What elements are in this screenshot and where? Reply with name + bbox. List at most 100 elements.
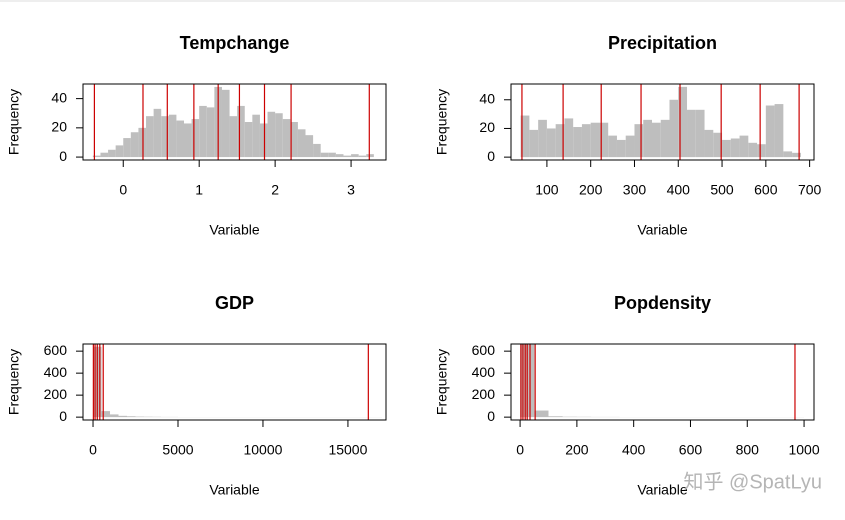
bar xyxy=(229,116,238,158)
watermark: 知乎 @SpatLyu xyxy=(683,470,822,493)
bar xyxy=(138,127,147,158)
bar xyxy=(343,155,352,158)
bar xyxy=(305,135,314,158)
bar xyxy=(774,104,784,158)
x-tick-label: 3 xyxy=(347,182,355,198)
y-tick-label: 0 xyxy=(487,148,495,164)
x-tick-label: 600 xyxy=(679,442,703,458)
bar xyxy=(634,124,644,158)
x-tick-label: 0 xyxy=(89,442,97,458)
bar xyxy=(625,135,635,158)
bar xyxy=(713,132,723,158)
y-axis-label: Frequency xyxy=(434,349,450,415)
bar xyxy=(358,155,367,158)
bar xyxy=(206,107,215,158)
bar xyxy=(678,86,688,158)
y-tick-label: 0 xyxy=(59,408,67,424)
x-tick-label: 600 xyxy=(754,182,778,198)
panel-title: Precipitation xyxy=(608,33,717,53)
bar xyxy=(651,122,661,158)
bar xyxy=(669,99,679,158)
bar xyxy=(564,118,574,158)
y-axis-label: Frequency xyxy=(6,349,22,415)
panel-title: GDP xyxy=(215,293,254,313)
bar xyxy=(687,109,696,158)
bar xyxy=(599,122,609,158)
bar xyxy=(191,119,200,158)
bar xyxy=(555,124,565,158)
x-tick-label: 300 xyxy=(623,182,647,198)
bar xyxy=(757,144,766,158)
bar xyxy=(176,120,184,158)
bar xyxy=(722,139,731,158)
bar xyxy=(608,135,617,158)
bar xyxy=(252,114,260,158)
bar xyxy=(704,129,714,158)
x-tick-label: 0 xyxy=(516,442,524,458)
bar xyxy=(643,119,652,158)
bar xyxy=(739,135,749,158)
y-axis-label: Frequency xyxy=(434,89,450,155)
y-tick-label: 600 xyxy=(44,342,68,358)
bar xyxy=(184,123,192,158)
x-axis-label: Variable xyxy=(637,222,688,238)
bar xyxy=(92,155,101,158)
bar xyxy=(282,119,291,158)
x-axis-label: Variable xyxy=(209,222,260,238)
bar xyxy=(161,116,169,158)
y-tick-label: 0 xyxy=(59,148,67,164)
y-tick-label: 20 xyxy=(479,119,495,135)
x-axis-label: Variable xyxy=(637,482,688,498)
bar xyxy=(267,111,276,158)
panel-title: Popdensity xyxy=(614,293,711,313)
bar xyxy=(320,152,329,158)
x-tick-label: 100 xyxy=(535,182,559,198)
bar xyxy=(127,416,136,418)
x-tick-label: 400 xyxy=(622,442,646,458)
x-tick-label: 800 xyxy=(736,442,760,458)
bar xyxy=(115,145,124,158)
x-tick-label: 10000 xyxy=(243,442,282,458)
bar xyxy=(135,416,145,418)
y-axis-label: Frequency xyxy=(6,89,22,155)
bar xyxy=(101,411,111,418)
x-tick-label: 2 xyxy=(271,182,279,198)
bar xyxy=(534,410,549,418)
x-tick-label: 5000 xyxy=(162,442,193,458)
bar xyxy=(244,122,253,158)
x-tick-label: 0 xyxy=(119,182,127,198)
bar xyxy=(290,122,298,158)
bar xyxy=(529,129,539,158)
bar xyxy=(581,124,591,158)
x-tick-label: 1000 xyxy=(788,442,819,458)
bar xyxy=(259,123,268,158)
y-tick-label: 40 xyxy=(479,90,495,106)
bar xyxy=(297,129,306,158)
bar xyxy=(351,154,359,158)
bar xyxy=(748,142,758,158)
bar xyxy=(221,89,230,158)
y-tick-label: 20 xyxy=(51,119,67,135)
bar xyxy=(110,414,119,418)
bar xyxy=(695,109,705,158)
x-tick-label: 700 xyxy=(798,182,822,198)
x-tick-label: 400 xyxy=(667,182,691,198)
bar xyxy=(237,105,245,158)
bar xyxy=(730,138,740,158)
y-tick-label: 200 xyxy=(44,386,68,402)
y-tick-label: 200 xyxy=(472,386,496,402)
bar xyxy=(153,108,162,158)
bar xyxy=(660,119,670,158)
bar xyxy=(168,114,177,158)
bar xyxy=(100,152,109,158)
bar xyxy=(118,415,128,418)
panel-title: Tempchange xyxy=(180,33,290,53)
bar xyxy=(548,416,563,418)
bar xyxy=(146,116,154,158)
bar xyxy=(546,128,556,158)
bar xyxy=(783,151,793,158)
bar xyxy=(538,119,547,158)
bar xyxy=(616,139,626,158)
bar xyxy=(590,122,600,158)
